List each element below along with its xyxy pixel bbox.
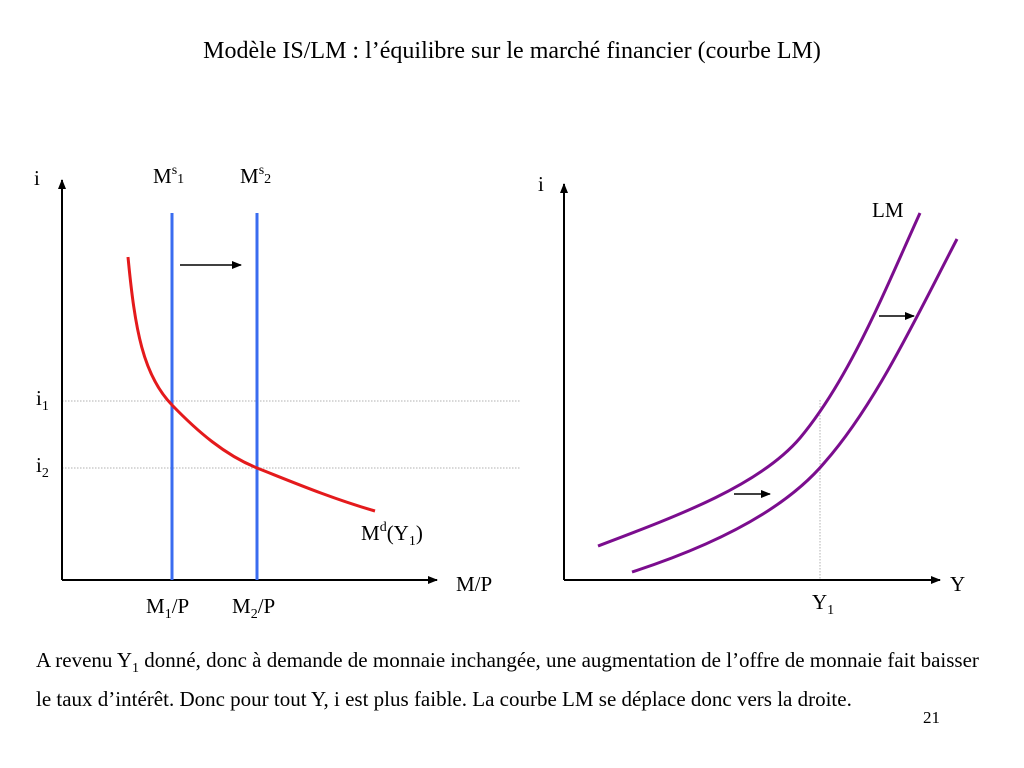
income-y1-label: Y1 (812, 590, 834, 618)
right-x-axis-label: Y (950, 572, 965, 596)
money-demand-label: Md(Y1) (361, 520, 423, 549)
right-y-axis-label: i (538, 172, 544, 196)
money-demand-curve (126, 256, 376, 513)
interest-rate-1-label: i1 (36, 386, 49, 414)
page-number: 21 (923, 708, 940, 727)
slide-title: Modèle IS/LM : l’équilibre sur le marché… (203, 38, 821, 64)
lm-curve-1 (597, 212, 922, 548)
money-market-chart: i M/P Ms1 Ms2 i1 i2 M1/P M2/P Md(Y1) (34, 163, 520, 622)
money-supply-2-label: Ms2 (240, 163, 271, 188)
lm-chart: i Y LM Y1 (538, 172, 965, 618)
money-supply-1-label: Ms1 (153, 163, 184, 188)
real-money-1-label: M1/P (146, 594, 189, 622)
lm-curve-2 (631, 238, 959, 574)
interest-rate-2-label: i2 (36, 453, 49, 481)
left-x-axis-label: M/P (456, 572, 492, 596)
caption-text: A revenu Y1 donné, donc à demande de mon… (36, 648, 979, 712)
left-y-axis-label: i (34, 166, 40, 190)
real-money-2-label: M2/P (232, 594, 275, 622)
lm-curve-label: LM (872, 198, 904, 222)
